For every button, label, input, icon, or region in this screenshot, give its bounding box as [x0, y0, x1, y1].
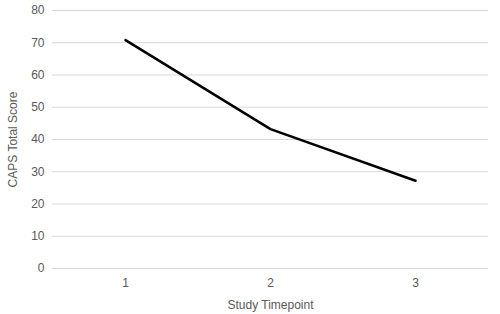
- svg-text:30: 30: [31, 165, 45, 179]
- svg-text:60: 60: [31, 68, 45, 82]
- svg-text:1: 1: [122, 276, 129, 290]
- svg-text:50: 50: [31, 100, 45, 114]
- svg-text:20: 20: [31, 197, 45, 211]
- svg-text:Study Timepoint: Study Timepoint: [227, 298, 314, 312]
- svg-text:10: 10: [31, 229, 45, 243]
- svg-text:80: 80: [31, 3, 45, 17]
- svg-text:2: 2: [267, 276, 274, 290]
- svg-text:70: 70: [31, 36, 45, 50]
- svg-text:40: 40: [31, 132, 45, 146]
- svg-text:3: 3: [412, 276, 419, 290]
- svg-text:CAPS Total Score: CAPS Total Score: [6, 91, 20, 187]
- svg-text:0: 0: [38, 261, 45, 275]
